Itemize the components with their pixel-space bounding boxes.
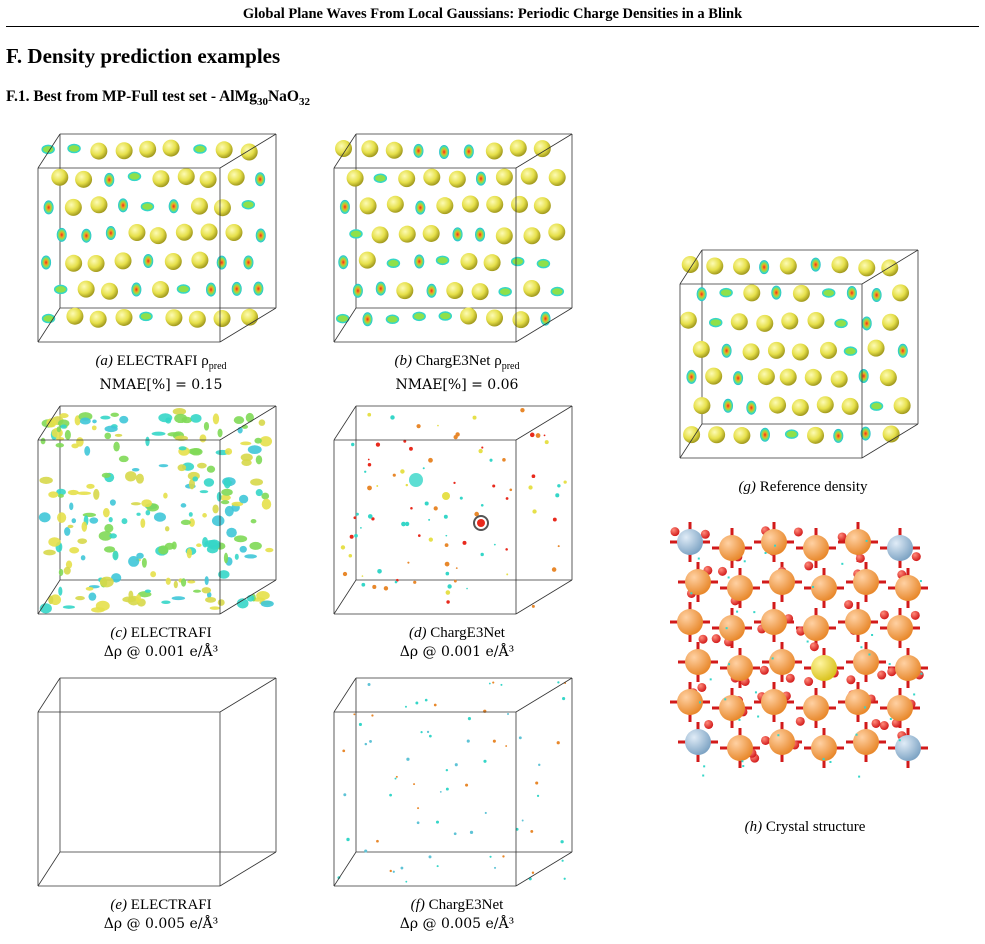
caption-a-line1: ELECTRAFI ρ	[116, 353, 209, 369]
figure-panel-f	[326, 672, 588, 894]
caption-h: (h) Crystal structure	[650, 818, 960, 837]
caption-d-line2: Δρ @ 0.001 e/Å³	[399, 644, 515, 660]
density-cube-a	[37, 133, 277, 343]
running-title: Global Plane Waves From Local Gaussians:…	[242, 6, 743, 22]
subsection-sub2: 32	[298, 96, 310, 109]
figure-panel-g	[672, 244, 934, 466]
difference-cube-d	[333, 405, 573, 615]
subsection-prefix: F.1. Best from MP-Full test set - AlMg	[6, 88, 257, 105]
caption-e-line2: Δρ @ 0.005 e/Å³	[103, 916, 219, 932]
figure-panel-e	[30, 672, 292, 894]
caption-e-tag: (e)	[110, 897, 128, 913]
figure-panel-h	[650, 512, 960, 812]
caption-c: (c) ELECTRAFI Δρ @ 0.001 e/Å³	[30, 624, 292, 662]
caption-f-line2: Δρ @ 0.005 e/Å³	[399, 916, 515, 932]
page-header: Global Plane Waves From Local Gaussians:…	[0, 0, 985, 30]
caption-d: (d) ChargE3Net Δρ @ 0.001 e/Å³	[326, 624, 588, 662]
caption-b-tag: (b)	[394, 353, 413, 369]
subsection-title: F.1. Best from MP-Full test set - AlMg30…	[6, 88, 310, 108]
caption-f-line1: ChargE3Net	[428, 897, 504, 913]
subsection-mid: NaO	[267, 88, 299, 105]
caption-c-tag: (c)	[110, 625, 128, 641]
figure-panel-c	[30, 400, 292, 622]
caption-f: (f) ChargE3Net Δρ @ 0.005 e/Å³	[326, 896, 588, 934]
subsection-sub1: 30	[256, 96, 268, 109]
caption-e-line1: ELECTRAFI	[130, 897, 212, 913]
caption-g: (g) Reference density	[672, 478, 934, 497]
crystal-structure-image	[670, 522, 928, 778]
caption-b-line2: NMAE[%] = 0.06	[395, 377, 519, 393]
caption-a-sub: pred	[208, 361, 227, 372]
caption-d-line1: ChargE3Net	[430, 625, 505, 641]
caption-a-line2: NMAE[%] = 0.15	[99, 377, 223, 393]
caption-e: (e) ELECTRAFI Δρ @ 0.005 e/Å³	[30, 896, 292, 934]
caption-g-line1: Reference density	[759, 479, 868, 495]
figure-panel-d	[326, 400, 588, 622]
caption-b: (b) ChargE3Net ρpred NMAE[%] = 0.06	[326, 352, 588, 395]
difference-cube-c	[37, 405, 277, 615]
caption-c-line2: Δρ @ 0.001 e/Å³	[103, 644, 219, 660]
caption-f-tag: (f)	[410, 897, 425, 913]
difference-cube-f	[333, 677, 573, 887]
density-cube-b	[333, 133, 573, 343]
figure-panel-b	[326, 128, 588, 350]
figure-panel-a	[30, 128, 292, 350]
caption-h-tag: (h)	[744, 819, 763, 835]
reference-density-cube	[679, 249, 919, 459]
caption-a: (a) ELECTRAFI ρpred NMAE[%] = 0.15	[30, 352, 292, 395]
section-title: F. Density prediction examples	[6, 44, 281, 68]
caption-b-line1: ChargE3Net ρ	[415, 353, 502, 369]
header-rule	[6, 26, 979, 27]
caption-d-tag: (d)	[409, 625, 427, 641]
caption-a-tag: (a)	[95, 353, 113, 369]
difference-cube-e	[37, 677, 277, 887]
caption-b-sub: pred	[501, 361, 520, 372]
caption-h-line1: Crystal structure	[765, 819, 866, 835]
caption-c-line1: ELECTRAFI	[130, 625, 212, 641]
caption-g-tag: (g)	[738, 479, 756, 495]
